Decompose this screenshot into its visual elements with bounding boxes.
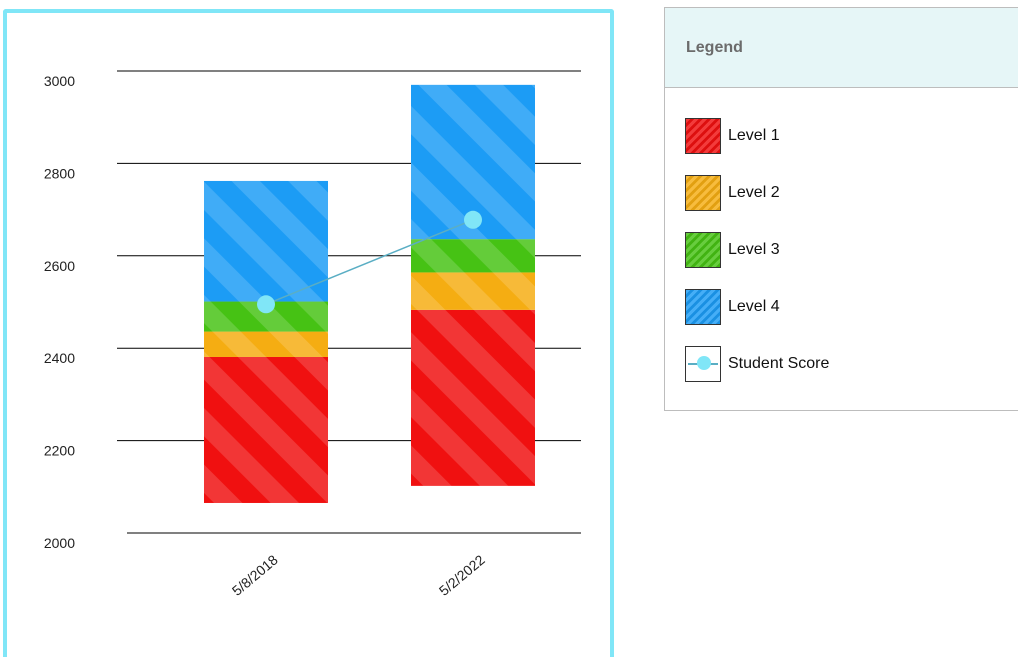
y-tick-label-2000: 2000 xyxy=(44,535,75,551)
student-score-line-icon xyxy=(685,346,721,382)
bar-stripe-overlay xyxy=(204,356,328,503)
bar-stripe-overlay xyxy=(411,309,535,486)
bar-stripe-overlay xyxy=(411,239,535,273)
legend-title: Legend xyxy=(665,8,1018,88)
legend-label: Student Score xyxy=(728,355,830,372)
level-4-swatch xyxy=(685,289,721,325)
legend-label: Level 3 xyxy=(728,241,780,258)
y-tick-label-2400: 2400 xyxy=(44,350,75,366)
legend-label: Level 1 xyxy=(728,127,780,144)
y-tick-label-2800: 2800 xyxy=(44,165,75,181)
student-score-point-1 xyxy=(257,295,275,314)
stacked-score-chart: 2000 2200 2400 2600 2800 3000 5/8/2018 5/2/2022 xyxy=(44,70,581,599)
legend-label: Level 4 xyxy=(728,298,780,315)
x-tick-label-1: 5/8/2018 xyxy=(229,551,281,598)
legend-item-level-1: Level 1 xyxy=(665,117,1018,155)
x-tick-label-2: 5/2/2022 xyxy=(436,551,488,598)
legend-item-level-2: Level 2 xyxy=(665,174,1018,212)
bar-stripe-overlay xyxy=(204,331,328,357)
legend-item-level-3: Level 3 xyxy=(665,231,1018,269)
student-score-point-2 xyxy=(464,210,482,229)
level-3-swatch xyxy=(685,232,721,268)
legend-panel: Legend Level 1 Level 2 Level 3 Level 4 S… xyxy=(664,7,1018,411)
chart-panel: 2000 2200 2400 2600 2800 3000 5/8/2018 5/2/2022 xyxy=(3,9,614,657)
legend-label: Level 2 xyxy=(728,184,780,201)
bar-stripe-overlay xyxy=(204,180,328,302)
bar-stripe-overlay xyxy=(411,272,535,310)
legend-item-level-4: Level 4 xyxy=(665,288,1018,326)
y-tick-label-3000: 3000 xyxy=(44,73,75,89)
level-1-swatch xyxy=(685,118,721,154)
legend-item-student-score: Student Score xyxy=(665,345,1018,383)
legend-list: Level 1 Level 2 Level 3 Level 4 Student … xyxy=(665,88,1018,383)
y-tick-label-2200: 2200 xyxy=(44,443,75,459)
level-2-swatch xyxy=(685,175,721,211)
y-tick-label-2600: 2600 xyxy=(44,258,75,274)
student-score-line xyxy=(265,219,474,306)
